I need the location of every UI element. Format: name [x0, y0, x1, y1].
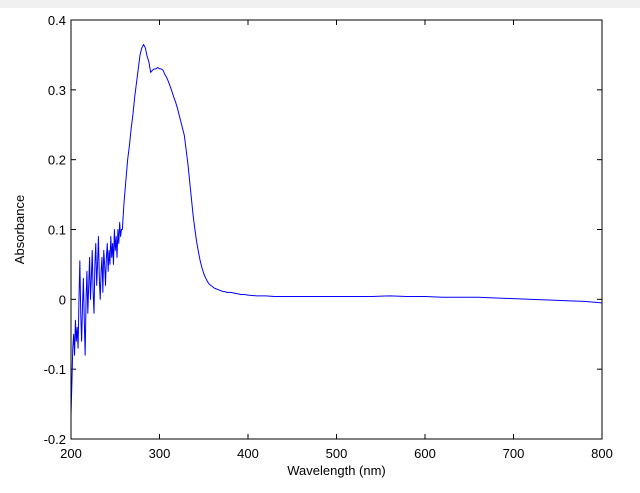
plot-area-frame	[70, 19, 603, 440]
y-tick-label: 0.4	[48, 13, 66, 28]
y-tick-label: 0.2	[48, 153, 66, 168]
x-tick-label: 500	[326, 446, 348, 461]
x-tick-label: 700	[503, 446, 525, 461]
x-tick-label: 400	[237, 446, 259, 461]
y-axis-label: Absorbance	[12, 195, 27, 264]
y-tick-label: -0.2	[44, 432, 66, 447]
x-tick-labels: 200 300 400 500 600 700 800	[60, 446, 613, 461]
y-tick-label: 0.1	[48, 223, 66, 238]
x-axis-label: Wavelength (nm)	[287, 463, 386, 478]
y-tick-labels: -0.2 -0.1 0 0.1 0.2 0.3 0.4	[44, 13, 66, 447]
plot-area-background	[71, 20, 602, 439]
x-tick-label: 200	[60, 446, 82, 461]
series-line	[70, 43, 603, 415]
y-tick-label: 0	[59, 292, 66, 307]
x-tick-label: 300	[149, 446, 171, 461]
y-tick-label: -0.1	[44, 362, 66, 377]
window-top-strip	[0, 0, 640, 8]
y-tick-label: 0.3	[48, 83, 66, 98]
x-tick-label: 600	[414, 446, 436, 461]
x-tick-label: 800	[591, 446, 613, 461]
